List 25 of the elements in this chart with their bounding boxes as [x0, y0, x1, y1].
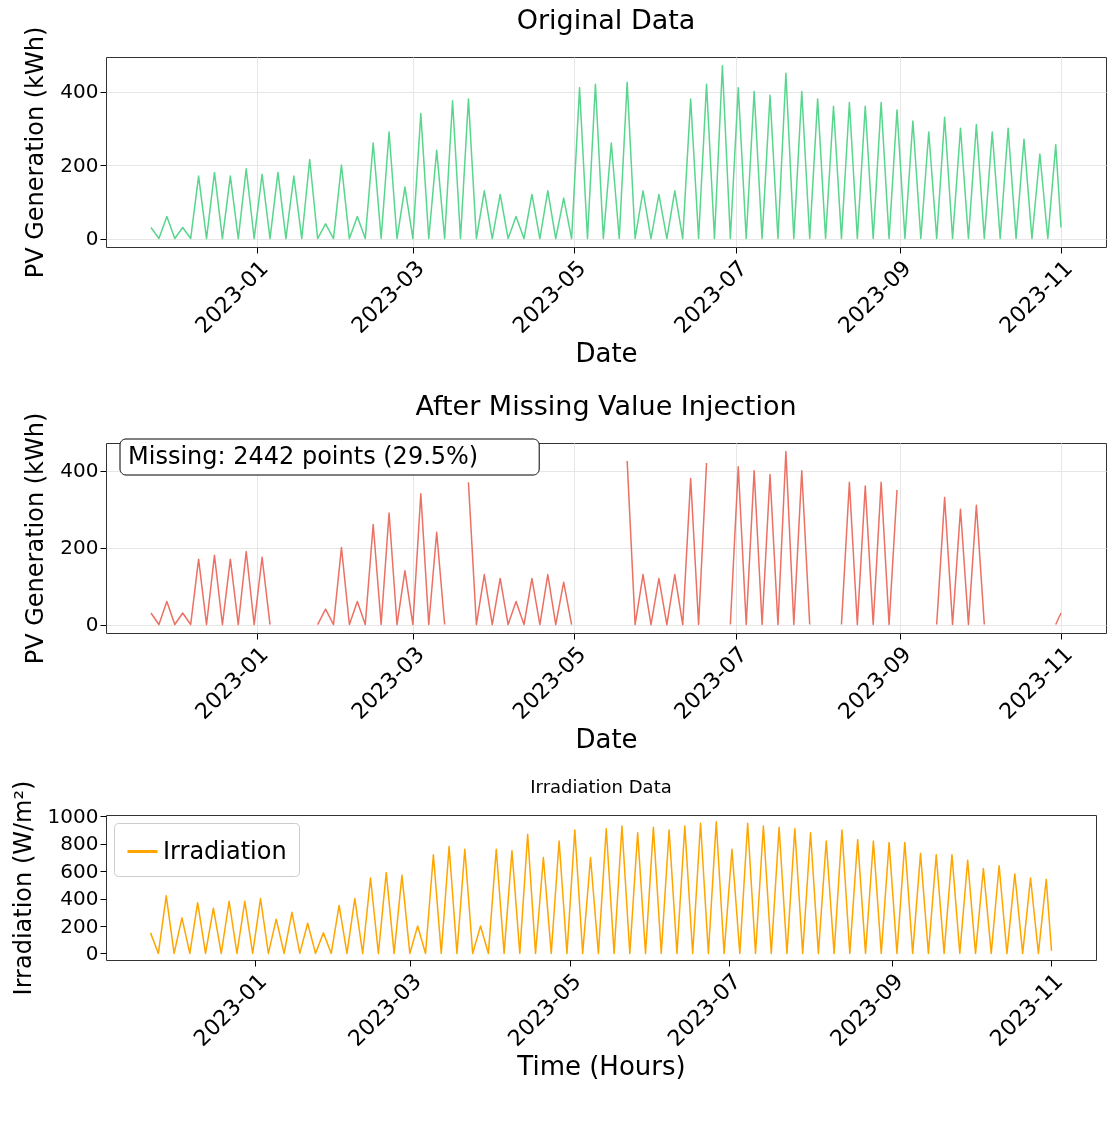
y-axis-title: Irradiation (W/m²)	[8, 780, 37, 996]
y-tick-label: 0	[85, 940, 99, 965]
legend-label: Irradiation	[163, 836, 287, 865]
chart-title: Irradiation Data	[530, 775, 672, 797]
x-axis-title: Date	[575, 338, 638, 369]
y-tick-label: 800	[60, 831, 99, 856]
y-axis-title: PV Generation (kWh)	[21, 412, 50, 665]
chart-title: Original Data	[516, 4, 696, 36]
y-tick-label: 1000	[47, 803, 99, 828]
y-tick-label: 400	[60, 886, 99, 911]
y-tick-label: 400	[60, 458, 99, 483]
y-tick-label: 600	[60, 858, 99, 883]
chart-title: After Missing Value Injection	[415, 390, 797, 422]
x-axis-title: Time (Hours)	[516, 1051, 686, 1082]
y-tick-label: 200	[60, 535, 99, 560]
annotation: Missing: 2442 points (29.5%)	[128, 442, 479, 470]
y-tick-label: 400	[60, 79, 99, 104]
y-tick-label: 200	[60, 152, 99, 177]
y-tick-label: 200	[60, 913, 99, 938]
y-tick-label: 0	[85, 226, 99, 251]
y-axis-title: PV Generation (kWh)	[21, 26, 50, 279]
y-tick-label: 0	[85, 612, 99, 637]
line-series	[149, 821, 1053, 955]
line-series	[150, 65, 1062, 240]
x-axis-title: Date	[575, 724, 638, 755]
